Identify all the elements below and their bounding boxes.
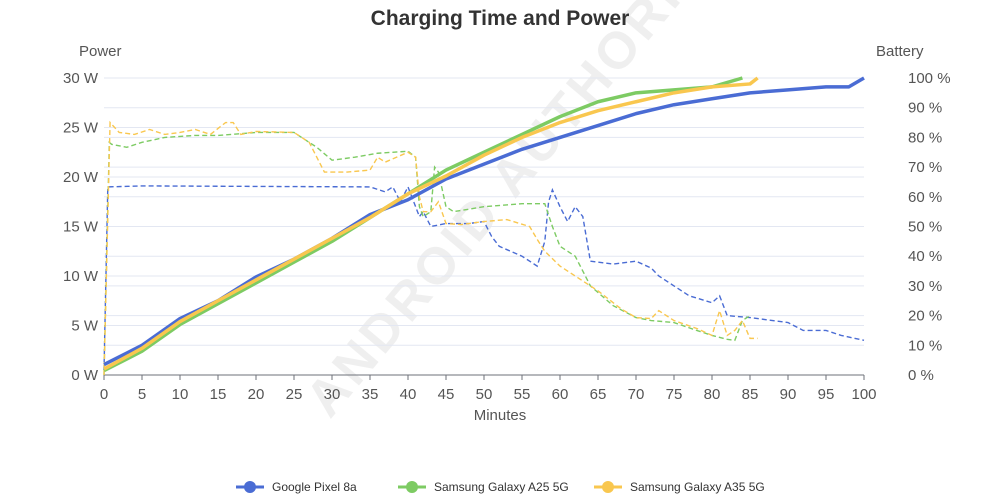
x-tick-label: 100 [851, 386, 876, 403]
power-line-google-pixel-8a [103, 185, 865, 371]
x-tick-label: 50 [476, 386, 493, 403]
battery-line-samsung-galaxy-a25-5g [103, 76, 743, 373]
right-tick-label: 100 % [908, 70, 951, 87]
power-line-samsung-galaxy-a25-5g [103, 131, 751, 376]
legend-marker [602, 481, 614, 493]
legend-label: Samsung Galaxy A25 5G [434, 480, 569, 494]
right-tick-label: 30 % [908, 278, 942, 295]
x-axis-label: Minutes [474, 407, 527, 424]
right-tick-label: 10 % [908, 337, 942, 354]
x-tick-label: 30 [324, 386, 341, 403]
right-tick-label: 90 % [908, 100, 942, 117]
x-tick-label: 35 [362, 386, 379, 403]
x-tick-label: 25 [286, 386, 303, 403]
power-line-samsung-galaxy-a35-5g [103, 120, 758, 376]
left-axis-label: Power [79, 43, 122, 60]
x-tick-label: 65 [590, 386, 607, 403]
x-tick-label: 10 [172, 386, 189, 403]
x-tick-label: 0 [100, 386, 108, 403]
legend-label: Samsung Galaxy A35 5G [630, 480, 765, 494]
x-tick-label: 45 [438, 386, 455, 403]
x-tick-label: 5 [138, 386, 146, 403]
right-tick-label: 70 % [908, 159, 942, 176]
chart-title: Charging Time and Power [371, 7, 630, 30]
gridlines [104, 77, 864, 346]
x-tick-label: 20 [248, 386, 265, 403]
legend-label: Google Pixel 8a [272, 480, 357, 494]
right-tick-label: 60 % [908, 189, 942, 206]
left-tick-label: 25 W [63, 120, 99, 137]
x-tick-label: 85 [742, 386, 759, 403]
left-tick-label: 30 W [63, 70, 99, 87]
x-tick-label: 75 [666, 386, 683, 403]
series-lines [103, 76, 865, 376]
x-tick-label: 80 [704, 386, 721, 403]
watermark: ANDROID AUTHORITY [295, 0, 742, 428]
legend-item[interactable]: Samsung Galaxy A25 5G [398, 480, 569, 494]
x-tick-label: 70 [628, 386, 645, 403]
battery-line-samsung-galaxy-a35-5g [103, 76, 759, 371]
left-tick-label: 10 W [63, 268, 99, 285]
left-tick-label: 5 W [71, 318, 99, 335]
legend-item[interactable]: Samsung Galaxy A35 5G [594, 480, 765, 494]
legend-item[interactable]: Google Pixel 8a [236, 480, 357, 494]
right-tick-label: 80 % [908, 129, 942, 146]
right-tick-label: 0 % [908, 367, 934, 384]
x-tick-label: 40 [400, 386, 417, 403]
legend-marker [244, 481, 256, 493]
left-tick-label: 0 W [71, 367, 99, 384]
legend-marker [406, 481, 418, 493]
x-tick-label: 90 [780, 386, 797, 403]
right-tick-label: 20 % [908, 308, 942, 325]
left-tick-label: 20 W [63, 169, 99, 186]
right-tick-label: 50 % [908, 219, 942, 236]
x-tick-label: 55 [514, 386, 531, 403]
axes: 0 % 10 % 20 % 30 % 40 % 50 % 60 % 70 % 80 % 90 % 1… [63, 70, 951, 403]
left-tick-label: 15 W [63, 219, 99, 236]
legend: Google Pixel 8a Samsung Galaxy A25 5G Sams… [236, 480, 765, 494]
x-tick-label: 15 [210, 386, 227, 403]
x-tick-label: 95 [818, 386, 835, 403]
right-axis-label: Battery [876, 43, 924, 60]
x-tick-label: 60 [552, 386, 569, 403]
right-tick-label: 40 % [908, 248, 942, 265]
